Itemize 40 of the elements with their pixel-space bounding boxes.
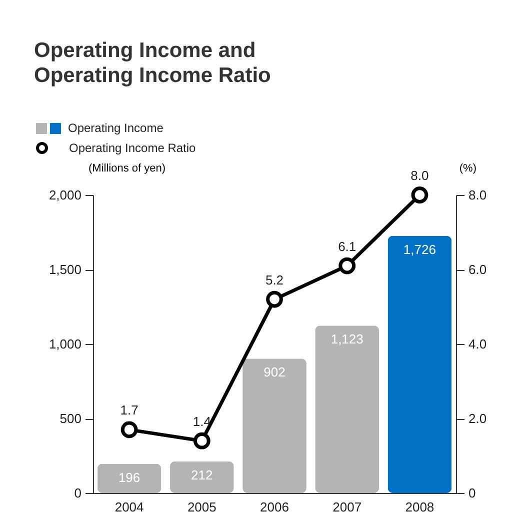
legend-label: Operating Income Ratio — [69, 141, 196, 155]
y2-tick-label: 0 — [468, 486, 476, 500]
x-tick-label: 2005 — [187, 500, 216, 514]
y-tick-label: 1,000 — [48, 336, 82, 352]
x-tick-label: 2004 — [114, 500, 144, 514]
y-tick-label: 2,000 — [48, 188, 82, 202]
bar — [388, 236, 452, 493]
y2-tick-label: 4.0 — [468, 336, 487, 352]
point — [266, 290, 283, 308]
chart-title: Operating Income and Operating Income Ratio — [34, 38, 272, 88]
data-label: 5.2 — [265, 272, 284, 288]
point — [120, 421, 138, 438]
bar — [97, 464, 162, 493]
data-label: 1.7 — [120, 402, 138, 418]
y-tick-label: 1,500 — [48, 262, 82, 277]
y2-tick-label: 6.0 — [468, 262, 487, 277]
data-label: 902 — [264, 364, 286, 380]
bar — [242, 358, 306, 493]
y2-tick-label: 2.0 — [468, 411, 487, 426]
data-label: 8.0 — [410, 168, 429, 183]
y2-axis-title: (%) — [459, 162, 476, 174]
data-label: 1,123 — [330, 332, 364, 347]
data-label: 1,726 — [403, 242, 436, 257]
x-tick-label: 2006 — [260, 500, 289, 514]
legend-label: Operating Income — [68, 121, 164, 135]
y-tick-label: 500 — [60, 411, 82, 426]
y2-tick-label: 8.0 — [468, 188, 487, 202]
bar — [315, 326, 380, 493]
data-label: 1.4 — [192, 414, 211, 429]
y-axis-title: (Millions of yen) — [88, 162, 166, 174]
y-tick-label: 0 — [74, 486, 82, 500]
x-tick-label: 2007 — [332, 500, 362, 514]
point — [411, 186, 428, 204]
point — [338, 257, 356, 274]
data-label: 196 — [118, 470, 140, 485]
data-label: 212 — [191, 467, 213, 482]
data-label: 6.1 — [338, 238, 356, 254]
x-tick-label: 2008 — [405, 500, 434, 514]
bar — [170, 461, 234, 493]
point — [193, 432, 210, 450]
